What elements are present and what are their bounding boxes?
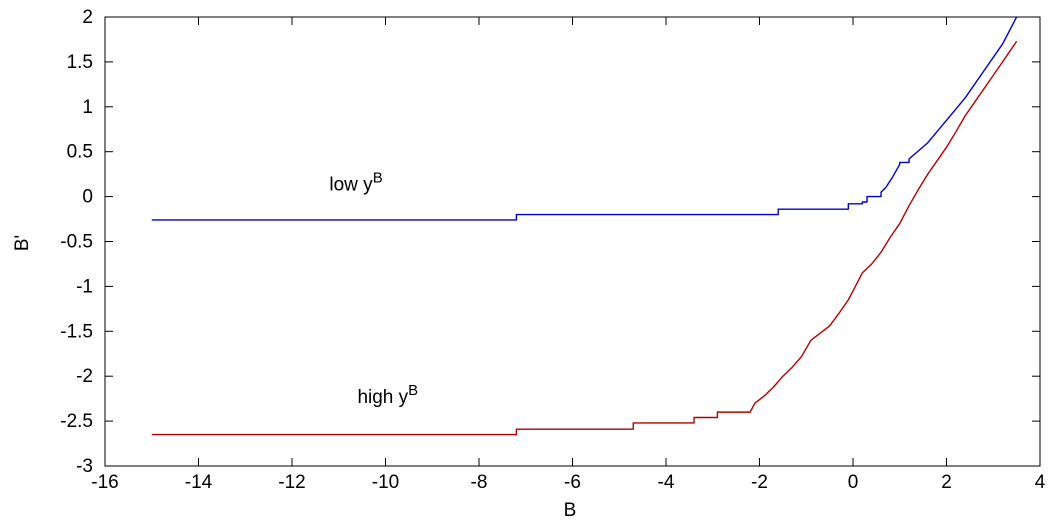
x-tick-label: -8 xyxy=(471,472,488,493)
y-tick-label: 2 xyxy=(82,7,93,28)
annotations: low yB high yB xyxy=(329,169,418,408)
x-tick-label: -4 xyxy=(658,472,675,493)
x-tick-label: 2 xyxy=(941,472,952,493)
y-axis-label: B' xyxy=(12,235,33,251)
x-tick-label: -16 xyxy=(91,472,118,493)
y-tick-label: 1.5 xyxy=(67,52,93,73)
y-tick-label: -1.5 xyxy=(60,321,93,342)
series-layer xyxy=(151,16,1018,436)
x-axis-label: B xyxy=(564,500,577,521)
series-line-0 xyxy=(151,16,1018,221)
ticks: -16 -14 -12 -10 -8 -6 -4 -2 0 2 4 -3 -2.5 -2 -1.5 -1 -0.… xyxy=(60,7,1045,493)
y-tick-label: -2 xyxy=(76,366,93,387)
y-tick-label: -1 xyxy=(76,276,93,297)
x-tick-label: -10 xyxy=(372,472,399,493)
y-tick-label: -0.5 xyxy=(60,232,93,253)
y-tick-label: -2.5 xyxy=(60,411,93,432)
x-tick-label: -14 xyxy=(185,472,213,493)
y-tick-label: -3 xyxy=(76,456,93,477)
x-tick-label: 0 xyxy=(848,472,859,493)
annotation-high: high yB xyxy=(357,382,418,408)
y-tick-label: 0.5 xyxy=(67,142,93,163)
plot-area xyxy=(105,17,1040,466)
x-tick-label: 4 xyxy=(1035,472,1046,493)
x-tick-label: -2 xyxy=(751,472,768,493)
annotation-low: low yB xyxy=(329,169,382,195)
x-tick-label: -12 xyxy=(278,472,305,493)
y-tick-label: 0 xyxy=(82,187,93,208)
axis-labels: B B' xyxy=(12,235,576,521)
y-tick-label: 1 xyxy=(82,97,93,118)
x-tick-label: -6 xyxy=(564,472,581,493)
series-line-1 xyxy=(151,40,1018,436)
